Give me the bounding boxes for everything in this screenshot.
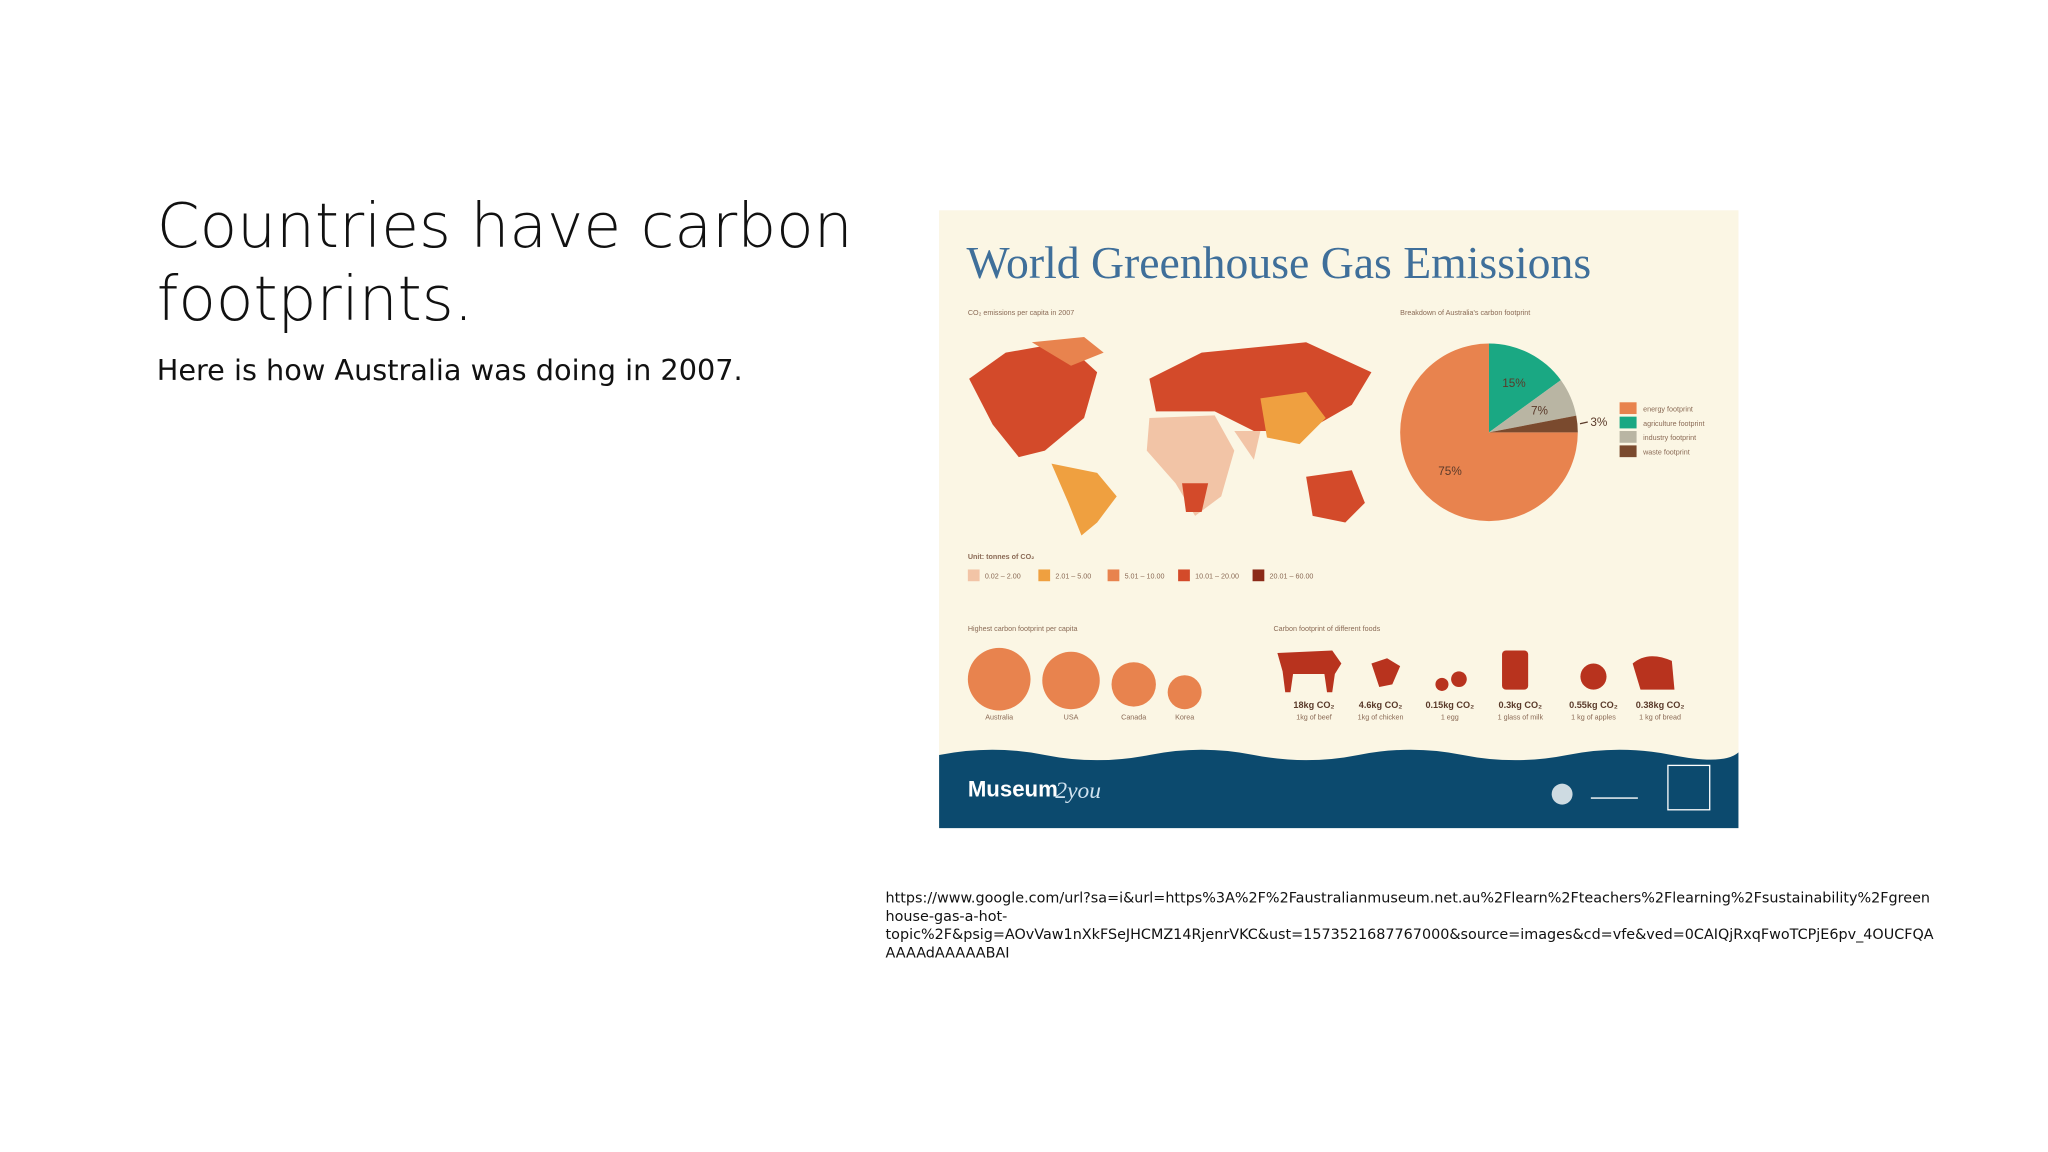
egg [1451, 671, 1467, 688]
source-line: AAAAdAAAAABAI [886, 945, 1010, 961]
country: Korea [1175, 714, 1194, 722]
subtitle: Here is how Australia was doing in 2007. [157, 353, 743, 387]
africa [1146, 415, 1235, 516]
footer-band [939, 749, 1739, 829]
food-amount: 18kg CO₂ [1293, 700, 1334, 710]
egg [1435, 677, 1449, 691]
per-capita-circles [967, 647, 1202, 711]
legend-swatch [1619, 402, 1637, 415]
infographic: World Greenhouse Gas Emissions CO₂ emiss… [939, 210, 1739, 829]
country: USA [1064, 714, 1079, 722]
pie-legend: energy footprint agriculture footprint ind… [1619, 402, 1705, 458]
pie-slice [1400, 343, 1578, 522]
brand-suffix: 2you [1055, 778, 1101, 804]
legend-label: industry footprint [1643, 434, 1696, 442]
south-america [1051, 463, 1117, 536]
pie-slice [1488, 380, 1577, 433]
title-line: footprints. [157, 264, 473, 335]
legend-label: 2.01 – 5.00 [1055, 573, 1091, 581]
circle [1111, 662, 1156, 707]
pie-label: 7% [1531, 404, 1549, 417]
legend-swatch [1252, 569, 1265, 582]
pie-title: Breakdown of Australia's carbon footprin… [1400, 309, 1530, 317]
legend-swatch [1619, 416, 1637, 429]
apple [1580, 663, 1607, 690]
map-title: CO₂ emissions per capita in 2007 [968, 309, 1074, 317]
legend-swatch [1619, 445, 1637, 458]
circle [1042, 651, 1100, 710]
map-unit: Unit: tonnes of CO₂ [968, 553, 1035, 561]
china [1260, 391, 1326, 445]
legend-label: agriculture footprint [1643, 420, 1704, 428]
source: https://www.google.com/url?sa=i&url=http… [886, 891, 1934, 962]
legend-swatch [1038, 569, 1051, 582]
logo [1551, 783, 1573, 805]
world-map [969, 336, 1372, 536]
pie-label: 3% [1590, 416, 1608, 429]
food-item: 1kg of beef [1296, 714, 1332, 722]
legend-swatch [1107, 569, 1120, 582]
greenland [1031, 336, 1104, 366]
circle [1167, 675, 1202, 710]
country: Canada [1121, 714, 1146, 722]
india [1234, 431, 1261, 460]
legend-swatch [1619, 431, 1637, 443]
cow [1277, 650, 1342, 693]
logo [1667, 764, 1711, 811]
source-line: https://www.google.com/url?sa=i&url=http… [886, 891, 1930, 907]
food-amount: 0.15kg CO₂ [1425, 700, 1474, 710]
food-amount: 0.3kg CO₂ [1499, 700, 1543, 710]
brand: Museum [968, 777, 1058, 802]
north-america [969, 342, 1098, 458]
infographic-title: World Greenhouse Gas Emissions [967, 237, 1592, 288]
legend-label: energy footprint [1643, 405, 1693, 413]
legend-label: 0.02 – 2.00 [985, 573, 1021, 581]
legend-label: waste footprint [1642, 449, 1690, 457]
food-amount: 4.6kg CO₂ [1359, 700, 1403, 710]
leader-line [1579, 421, 1588, 425]
bread [1632, 656, 1675, 690]
map-legend: 0.02 – 2.00 2.01 – 5.00 5.01 – 10.00 10.01 … [967, 569, 1314, 582]
food-amount: 0.38kg CO₂ [1636, 700, 1685, 710]
per-capita-title: Highest carbon footprint per capita [968, 625, 1078, 633]
food-item: 1 glass of milk [1498, 714, 1544, 722]
milk [1502, 650, 1529, 690]
source-line: house-gas-a-hot- [886, 909, 1008, 925]
country: Australia [985, 714, 1013, 722]
legend-swatch [1178, 569, 1190, 582]
food-item: 1 kg of bread [1639, 714, 1681, 722]
food-icons [1277, 650, 1675, 693]
chicken [1371, 658, 1401, 688]
source-line: topic%2F&psig=AOvVaw1nXkFSeJHCMZ14RjenrV… [886, 927, 1934, 943]
pie-label: 15% [1502, 377, 1526, 390]
foods-title: Carbon footprint of different foods [1273, 625, 1380, 633]
legend-label: 5.01 – 10.00 [1125, 573, 1165, 581]
circle [967, 647, 1031, 711]
pie: 75% 15% 7% 3% [1400, 343, 1608, 522]
food-item: 1 kg of apples [1571, 714, 1616, 722]
pie-label: 75% [1438, 465, 1462, 478]
australia [1306, 470, 1365, 523]
pie-slice [1488, 343, 1561, 433]
food-amount: 0.55kg CO₂ [1569, 700, 1618, 710]
south-africa [1182, 483, 1209, 512]
legend-label: 20.01 – 60.00 [1270, 573, 1314, 581]
title-line: Countries have carbon [157, 191, 853, 262]
legend-label: 10.01 – 20.00 [1195, 573, 1239, 581]
pie-slice [1488, 415, 1578, 433]
legend-swatch [967, 569, 980, 582]
food-item: 1kg of chicken [1358, 714, 1404, 722]
food-item: 1 egg [1441, 714, 1459, 722]
